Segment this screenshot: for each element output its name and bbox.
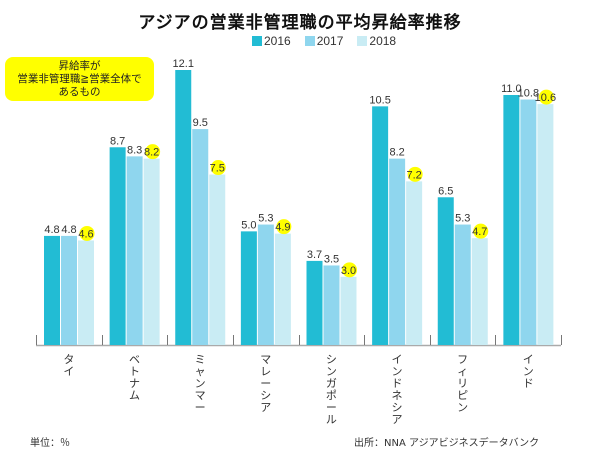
legend-swatch-2018 — [357, 36, 368, 46]
data-label: 5.3 — [455, 213, 470, 225]
category-label: マレーシア — [260, 353, 271, 414]
data-label: 10.5 — [369, 94, 390, 106]
highlight-circle — [276, 219, 292, 235]
data-label: 4.9 — [275, 222, 290, 234]
data-label: 8.2 — [144, 147, 159, 159]
legend-item-2018: 2018 — [357, 34, 396, 48]
highlight-circle — [210, 160, 226, 176]
category-label: シンガポール — [326, 353, 337, 426]
category-label: インド — [523, 353, 534, 390]
data-label: 5.0 — [241, 219, 256, 231]
data-label: 3.0 — [341, 265, 356, 277]
highlight-circle — [407, 166, 423, 182]
bar-2016 — [372, 106, 389, 345]
legend-item-2016: 2016 — [252, 34, 291, 48]
data-label: 4.8 — [44, 224, 59, 236]
data-label: 8.2 — [389, 147, 404, 159]
highlight-circle — [145, 144, 161, 160]
bar-2018 — [340, 276, 357, 345]
bar-2017 — [323, 265, 340, 345]
source-label: 出所：NNA アジアビジネスデータバンク — [354, 438, 540, 449]
bar-2018 — [274, 233, 291, 345]
bar-2017 — [192, 129, 209, 345]
bar-2016 — [306, 260, 323, 345]
highlight-circle — [538, 89, 554, 105]
legend-swatch-2017 — [304, 36, 315, 46]
legend-label-2017: 2017 — [316, 34, 344, 48]
data-label: 6.5 — [438, 185, 453, 197]
category-label: タイ — [63, 353, 74, 378]
highlight-note: 昇給率が 営業非管理職≧営業全体で あるもの — [5, 57, 154, 101]
data-label: 12.1 — [173, 58, 194, 70]
legend-label-2016: 2016 — [264, 34, 291, 48]
note-line: あるもの — [58, 86, 101, 98]
legend-swatch-2016 — [252, 36, 262, 46]
data-label: 11.0 — [501, 83, 522, 95]
bar-2017 — [126, 156, 143, 345]
data-label: 7.5 — [210, 163, 225, 175]
highlight-circle — [473, 223, 489, 239]
data-label: 3.5 — [324, 253, 339, 265]
note-line: 昇給率が — [58, 60, 101, 72]
highlight-circle — [342, 262, 357, 278]
data-label: 8.3 — [127, 144, 142, 156]
data-label: 4.8 — [61, 224, 76, 236]
bar-2017 — [257, 224, 274, 345]
legend-label-2018: 2018 — [369, 34, 397, 48]
legend: 2016 2017 2018 — [252, 34, 396, 48]
bar-2018 — [78, 240, 94, 345]
bar-2016 — [240, 231, 257, 345]
bar-2018 — [209, 174, 226, 345]
data-label: 5.3 — [258, 213, 273, 225]
chart-title: アジアの営業非管理職の平均昇給率推移 — [138, 13, 462, 33]
highlight-circle — [79, 225, 95, 241]
bar-2016 — [44, 235, 60, 345]
category-label: ベトナム — [129, 353, 140, 402]
bar-2016 — [175, 70, 192, 345]
bar-2016 — [109, 147, 126, 345]
bar-2018 — [537, 104, 554, 345]
data-label: 10.8 — [518, 88, 539, 100]
data-label: 4.6 — [78, 228, 93, 240]
bar-2017 — [454, 224, 471, 345]
category-label: フィリピン — [457, 353, 468, 414]
bar-2017 — [389, 158, 406, 345]
data-label: 3.7 — [307, 249, 322, 261]
unit-label: 単位：％ — [30, 438, 70, 449]
data-label: 4.7 — [472, 226, 487, 238]
data-label: 7.2 — [406, 169, 421, 181]
bar-2018 — [143, 158, 160, 345]
bar-2018 — [406, 181, 423, 345]
category-label: インドネシア — [391, 353, 402, 426]
bar-2017 — [61, 235, 77, 345]
data-label: 8.7 — [110, 135, 125, 147]
data-label: 10.6 — [535, 92, 556, 104]
note-line: 営業非管理職≧営業全体で — [17, 73, 142, 85]
bar-2016 — [503, 95, 520, 345]
bar-2018 — [471, 238, 488, 345]
data-label: 9.5 — [193, 117, 208, 129]
bar-2017 — [520, 99, 537, 345]
category-label: ミャンマー — [195, 353, 206, 414]
legend-item-2017: 2017 — [304, 34, 344, 48]
bar-2016 — [437, 197, 454, 345]
